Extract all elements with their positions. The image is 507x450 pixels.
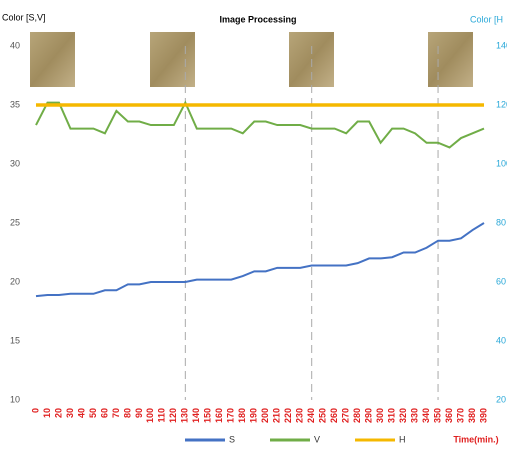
x-tick-label: 90	[134, 408, 144, 418]
x-tick-label: 60	[99, 408, 109, 418]
x-tick-label: 140	[191, 408, 201, 423]
x-tick-label: 160	[214, 408, 224, 423]
x-tick-label: 180	[237, 408, 247, 423]
x-tick-label: 380	[467, 408, 477, 423]
y-tick-label: 40	[10, 40, 20, 50]
y-tick-label: 25	[10, 217, 20, 227]
x-tick-label: 330	[409, 408, 419, 423]
x-axis-label: Time(min.)	[453, 434, 498, 444]
legend-label: S	[229, 434, 235, 444]
x-tick-label: 10	[42, 408, 52, 418]
y2-tick-label: 40	[496, 335, 506, 345]
chart: Image Processing Color [S,V] Color [H Ti…	[0, 0, 507, 450]
x-tick-label: 370	[455, 408, 465, 423]
thumbnail	[30, 32, 75, 87]
x-tick-label: 80	[122, 408, 132, 418]
x-tick-label: 320	[398, 408, 408, 423]
x-tick-label: 130	[180, 408, 190, 423]
y2-tick-label: 60	[496, 276, 506, 286]
x-tick-label: 40	[76, 408, 86, 418]
x-tick-label: 250	[318, 408, 328, 423]
legend-label: V	[314, 434, 320, 444]
y-tick-label: 15	[10, 335, 20, 345]
x-tick-label: 280	[352, 408, 362, 423]
y-tick-label: 10	[10, 394, 20, 404]
chart-title: Image Processing	[219, 14, 296, 24]
x-tick-label: 200	[260, 408, 270, 423]
x-tick-label: 290	[364, 408, 374, 423]
x-tick-label: 210	[272, 408, 282, 423]
x-tick-label: 0	[30, 408, 40, 413]
y2-tick-label: 140	[496, 40, 507, 50]
y2-tick-label: 120	[496, 99, 507, 109]
thumbnail	[150, 32, 195, 87]
x-tick-label: 220	[283, 408, 293, 423]
series-line	[36, 223, 484, 296]
x-tick-label: 100	[145, 408, 155, 423]
y2-tick-label: 80	[496, 217, 506, 227]
x-tick-label: 230	[295, 408, 305, 423]
x-tick-label: 350	[432, 408, 442, 423]
y2-tick-label: 20	[496, 394, 506, 404]
x-tick-label: 260	[329, 408, 339, 423]
x-tick-label: 150	[203, 408, 213, 423]
legend-label: H	[399, 434, 406, 444]
x-tick-label: 190	[249, 408, 259, 423]
y-axis-label: Color [S,V]	[2, 12, 46, 22]
x-tick-label: 110	[157, 408, 167, 423]
x-tick-label: 390	[478, 408, 488, 423]
x-tick-label: 310	[386, 408, 396, 423]
x-tick-label: 20	[53, 408, 63, 418]
x-tick-label: 340	[421, 408, 431, 423]
x-tick-label: 240	[306, 408, 316, 423]
x-tick-label: 70	[111, 408, 121, 418]
y2-axis-label: Color [H	[470, 14, 503, 24]
y-tick-label: 20	[10, 276, 20, 286]
y2-tick-label: 100	[496, 158, 507, 168]
thumbnail	[428, 32, 473, 87]
x-tick-label: 170	[226, 408, 236, 423]
series-line	[36, 103, 484, 148]
y-tick-label: 35	[10, 99, 20, 109]
x-tick-label: 50	[88, 408, 98, 418]
x-tick-label: 120	[168, 408, 178, 423]
y-tick-label: 30	[10, 158, 20, 168]
x-tick-label: 360	[444, 408, 454, 423]
x-tick-label: 270	[341, 408, 351, 423]
x-tick-label: 300	[375, 408, 385, 423]
x-tick-label: 30	[65, 408, 75, 418]
